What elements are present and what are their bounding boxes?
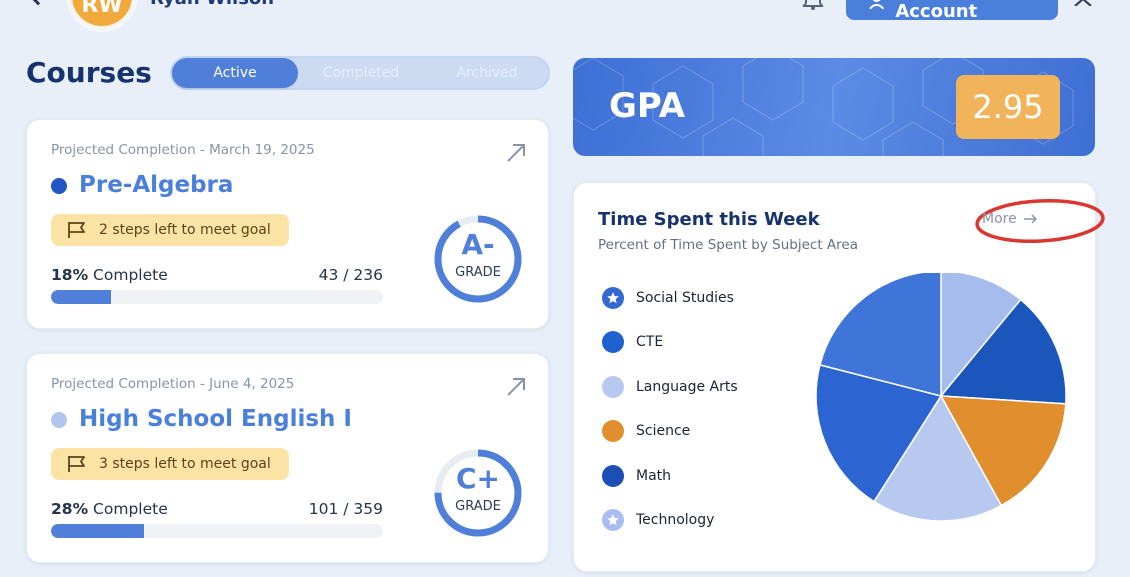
legend-label: Social Studies <box>636 290 734 306</box>
tab-archived[interactable]: Archived <box>456 65 518 81</box>
goal-text: 3 steps left to meet goal <box>99 456 271 472</box>
percent-label: 18% <box>51 266 89 284</box>
time-spent-subtitle: Percent of Time Spent by Subject Area <box>598 237 858 253</box>
goal-pill: 2 steps left to meet goal <box>51 214 289 246</box>
course-name[interactable]: Pre-Algebra <box>79 172 234 198</box>
completion-text: 28% Complete <box>51 500 168 518</box>
grade-label: GRADE <box>455 265 501 280</box>
pie-slice-language-arts <box>872 394 1003 522</box>
projected-completion: Projected Completion - June 4, 2025 <box>51 376 295 392</box>
avatar[interactable]: RW <box>66 0 138 32</box>
top-bar: RW Ryan Wilson Student Account <box>0 0 1130 32</box>
flag-icon <box>68 222 85 238</box>
legend-label: CTE <box>636 334 664 351</box>
flag-icon <box>68 456 85 472</box>
step-count: 43 / 236 <box>318 266 383 284</box>
tab-active[interactable]: Active <box>172 58 298 88</box>
legend-label: Language Arts <box>636 378 738 395</box>
legend-dot <box>602 331 624 354</box>
progress-fill <box>51 290 111 304</box>
goal-pill: 3 steps left to meet goal <box>51 448 289 480</box>
legend-item: Technology <box>602 509 802 531</box>
progress-bar <box>51 524 383 538</box>
gpa-value: 2.95 <box>956 75 1060 139</box>
legend-item: Math <box>602 464 802 487</box>
time-spent-card: Time Spent this Week Percent of Time Spe… <box>573 182 1105 572</box>
legend-star-icon <box>602 509 624 531</box>
pie-slice-social-studies <box>819 273 942 397</box>
legend-dot <box>602 375 624 398</box>
grade-letter: C+ <box>455 462 500 495</box>
legend-dot <box>602 420 624 443</box>
avatar-initials: RW <box>72 0 132 26</box>
course-card-english[interactable]: Projected Completion - June 4, 2025 High… <box>26 353 549 563</box>
legend-item: CTE <box>602 331 802 354</box>
gpa-label: GPA <box>609 86 686 126</box>
course-name[interactable]: High School English I <box>79 406 352 432</box>
legend-label: Science <box>636 423 691 440</box>
open-arrow-icon[interactable] <box>505 142 527 164</box>
legend-item: Social Studies <box>602 287 802 309</box>
user-name: Ryan Wilson <box>150 0 274 9</box>
grade-label: GRADE <box>455 499 501 514</box>
pie-slice-math <box>939 298 1067 405</box>
close-icon[interactable] <box>1072 0 1094 6</box>
grade-ring <box>434 215 522 303</box>
projected-completion: Projected Completion - March 19, 2025 <box>51 142 315 158</box>
legend-item: Science <box>602 420 802 443</box>
grade-ring-fill <box>434 449 522 537</box>
tab-completed[interactable]: Completed <box>322 65 400 81</box>
more-label: More <box>982 211 1017 227</box>
legend-label: Technology <box>636 512 715 528</box>
course-dot <box>51 178 67 194</box>
grade-letter: A- <box>461 228 495 261</box>
user-icon <box>869 0 885 10</box>
course-tabs: Active Completed Archived <box>170 56 550 90</box>
step-count: 101 / 359 <box>308 500 383 518</box>
student-account-label: Student Account <box>895 0 978 22</box>
course-dot <box>51 412 67 428</box>
gpa-banner: GPA 2.95 <box>573 58 1095 156</box>
legend-item: Language Arts <box>602 375 802 398</box>
progress-bar <box>51 290 383 304</box>
red-annotation-ellipse <box>975 199 1105 243</box>
legend-label: Math <box>636 467 672 484</box>
legend-dot <box>602 464 624 487</box>
completion-text: 18% Complete <box>51 266 168 284</box>
arrow-right-icon <box>1023 214 1037 224</box>
courses-title: Courses <box>26 56 152 89</box>
percent-label: 28% <box>51 500 89 518</box>
progress-fill <box>51 524 144 538</box>
more-button[interactable]: More <box>982 211 1037 227</box>
legend-star-icon <box>602 287 624 309</box>
bell-icon[interactable] <box>800 0 826 10</box>
pie-slice-technology <box>940 273 1022 399</box>
back-chevron-icon[interactable] <box>26 0 50 6</box>
pie-chart <box>815 273 1067 522</box>
goal-text: 2 steps left to meet goal <box>99 222 271 238</box>
open-arrow-icon[interactable] <box>505 376 527 398</box>
course-card-pre-algebra[interactable]: Projected Completion - March 19, 2025 Pr… <box>26 119 549 329</box>
hexagon-pattern <box>573 58 1074 156</box>
pie-slice-cte <box>815 364 943 503</box>
pie-slice-science <box>939 395 1067 507</box>
grade-ring-fill <box>434 215 522 303</box>
time-spent-title: Time Spent this Week <box>598 209 820 230</box>
complete-label: Complete <box>93 500 168 518</box>
grade-ring <box>434 449 522 537</box>
student-account-button[interactable]: Student Account <box>846 0 1058 22</box>
complete-label: Complete <box>93 266 168 284</box>
